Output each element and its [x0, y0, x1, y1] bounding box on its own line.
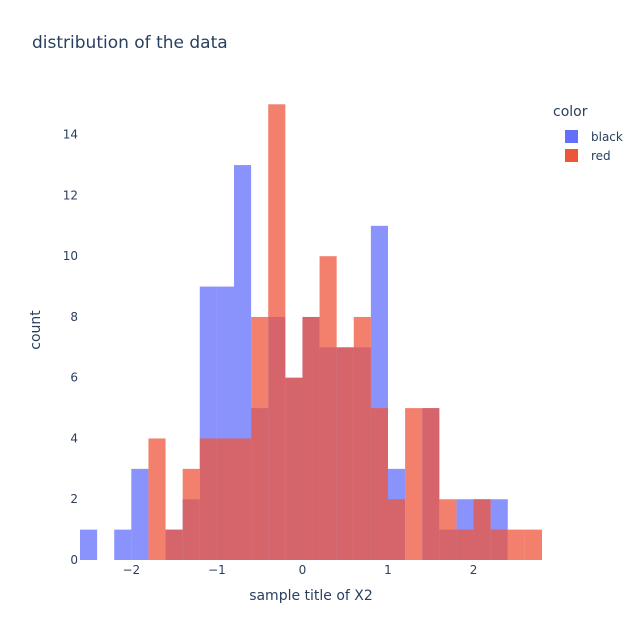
bar-red — [370, 408, 388, 560]
bar-red — [216, 438, 234, 560]
bar-red — [285, 377, 303, 560]
bar-red — [507, 529, 525, 560]
bar-red — [251, 316, 269, 560]
x-tick-label: 0 — [299, 563, 307, 577]
bar-red — [456, 529, 474, 560]
bar-black — [114, 529, 132, 560]
legend-title: color — [553, 104, 588, 120]
x-axis-ticks: −2 −1 0 1 2 — [122, 563, 477, 577]
bar-red — [490, 529, 508, 560]
bar-red — [319, 256, 337, 560]
y-tick-label: 14 — [63, 128, 78, 142]
y-tick-label: 6 — [70, 371, 78, 385]
x-tick-label: −1 — [208, 563, 226, 577]
bar-red — [234, 438, 252, 560]
legend: color black red — [553, 104, 623, 165]
legend-item-black[interactable]: black — [565, 127, 623, 146]
bar-red — [388, 499, 406, 560]
bar-red — [439, 499, 457, 560]
y-tick-label: 12 — [63, 188, 78, 202]
y-axis-label: count — [28, 310, 44, 350]
y-tick-label: 2 — [70, 492, 78, 506]
bar-red — [405, 408, 423, 560]
y-axis-ticks: 0 2 4 6 8 10 12 14 — [63, 128, 78, 567]
legend-item-red[interactable]: red — [565, 146, 623, 165]
bar-red — [165, 529, 183, 560]
legend-label: red — [591, 148, 611, 163]
legend-swatch — [565, 130, 578, 143]
y-tick-label: 10 — [63, 249, 78, 263]
y-tick-label: 0 — [70, 553, 78, 567]
bar-black — [131, 468, 149, 560]
bar-red — [182, 468, 200, 560]
bar-red — [302, 316, 320, 560]
x-axis-label: sample title of X2 — [249, 588, 373, 604]
bar-red — [524, 529, 542, 560]
legend-swatch — [565, 149, 578, 162]
chart-title: distribution of the data — [32, 33, 228, 53]
bar-red — [422, 408, 440, 560]
bar-red — [353, 316, 371, 560]
legend-label: black — [591, 129, 623, 144]
bar-red — [268, 104, 286, 560]
x-tick-label: −2 — [122, 563, 140, 577]
bar-red — [148, 438, 166, 560]
x-tick-label: 2 — [470, 563, 478, 577]
bar-red — [473, 499, 491, 560]
bar-black — [80, 529, 98, 560]
bars-layer — [80, 104, 542, 560]
bar-red — [336, 347, 354, 560]
bar-red — [199, 438, 217, 560]
y-tick-label: 8 — [70, 310, 78, 324]
y-tick-label: 4 — [70, 431, 78, 445]
x-tick-label: 1 — [384, 563, 392, 577]
